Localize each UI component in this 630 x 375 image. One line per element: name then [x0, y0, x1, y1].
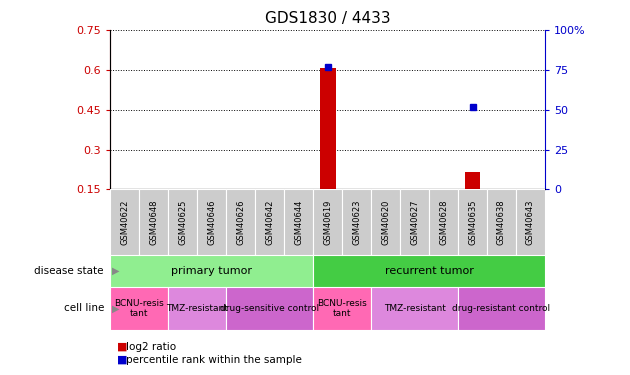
Text: GSM40620: GSM40620 [381, 200, 390, 245]
Text: GSM40623: GSM40623 [352, 200, 361, 245]
Bar [516, 189, 545, 255]
Bar [400, 189, 429, 255]
Bar [139, 189, 168, 255]
Bar [197, 189, 226, 255]
Text: GSM40644: GSM40644 [294, 200, 303, 245]
Text: ▶: ▶ [112, 303, 119, 313]
Text: drug-resistant control: drug-resistant control [452, 304, 551, 313]
Text: GSM40625: GSM40625 [178, 200, 187, 245]
Bar [255, 189, 284, 255]
Bar [284, 189, 313, 255]
Text: log2 ratio: log2 ratio [126, 342, 176, 352]
Bar [168, 287, 226, 330]
Text: GSM40628: GSM40628 [439, 200, 448, 245]
Text: GSM40619: GSM40619 [323, 200, 332, 245]
Bar [371, 287, 458, 330]
Title: GDS1830 / 4433: GDS1830 / 4433 [265, 11, 391, 26]
Text: GSM40643: GSM40643 [526, 200, 535, 245]
Text: disease state: disease state [35, 266, 104, 276]
Bar [342, 189, 371, 255]
Bar [319, 68, 336, 189]
Text: drug-sensitive control: drug-sensitive control [220, 304, 319, 313]
Text: GSM40648: GSM40648 [149, 200, 158, 245]
Bar [226, 287, 313, 330]
Text: GSM40626: GSM40626 [236, 200, 245, 245]
Bar [429, 189, 458, 255]
Text: GSM40638: GSM40638 [497, 200, 506, 245]
Text: GSM40635: GSM40635 [468, 200, 477, 245]
Bar [110, 287, 168, 330]
Text: ■: ■ [117, 342, 127, 352]
Bar [226, 189, 255, 255]
Text: GSM40622: GSM40622 [120, 200, 129, 245]
Text: ■: ■ [117, 355, 127, 365]
Bar [313, 189, 342, 255]
Bar [110, 255, 313, 287]
Bar [458, 287, 545, 330]
Text: GSM40642: GSM40642 [265, 200, 274, 245]
Text: TMZ-resistant: TMZ-resistant [384, 304, 445, 313]
Text: TMZ-resistant: TMZ-resistant [166, 304, 228, 313]
Bar [487, 189, 516, 255]
Bar [168, 189, 197, 255]
Text: cell line: cell line [64, 303, 104, 313]
Bar [313, 287, 371, 330]
Text: ▶: ▶ [112, 266, 119, 276]
Bar [464, 172, 481, 189]
Text: percentile rank within the sample: percentile rank within the sample [126, 355, 302, 365]
Bar [110, 189, 139, 255]
Bar [313, 255, 545, 287]
Text: BCNU-resis
tant: BCNU-resis tant [115, 299, 164, 318]
Text: recurrent tumor: recurrent tumor [384, 266, 474, 276]
Text: primary tumor: primary tumor [171, 266, 252, 276]
Text: GSM40627: GSM40627 [410, 200, 419, 245]
Bar [458, 189, 487, 255]
Text: GSM40646: GSM40646 [207, 200, 216, 245]
Text: BCNU-resis
tant: BCNU-resis tant [318, 299, 367, 318]
Bar [371, 189, 400, 255]
